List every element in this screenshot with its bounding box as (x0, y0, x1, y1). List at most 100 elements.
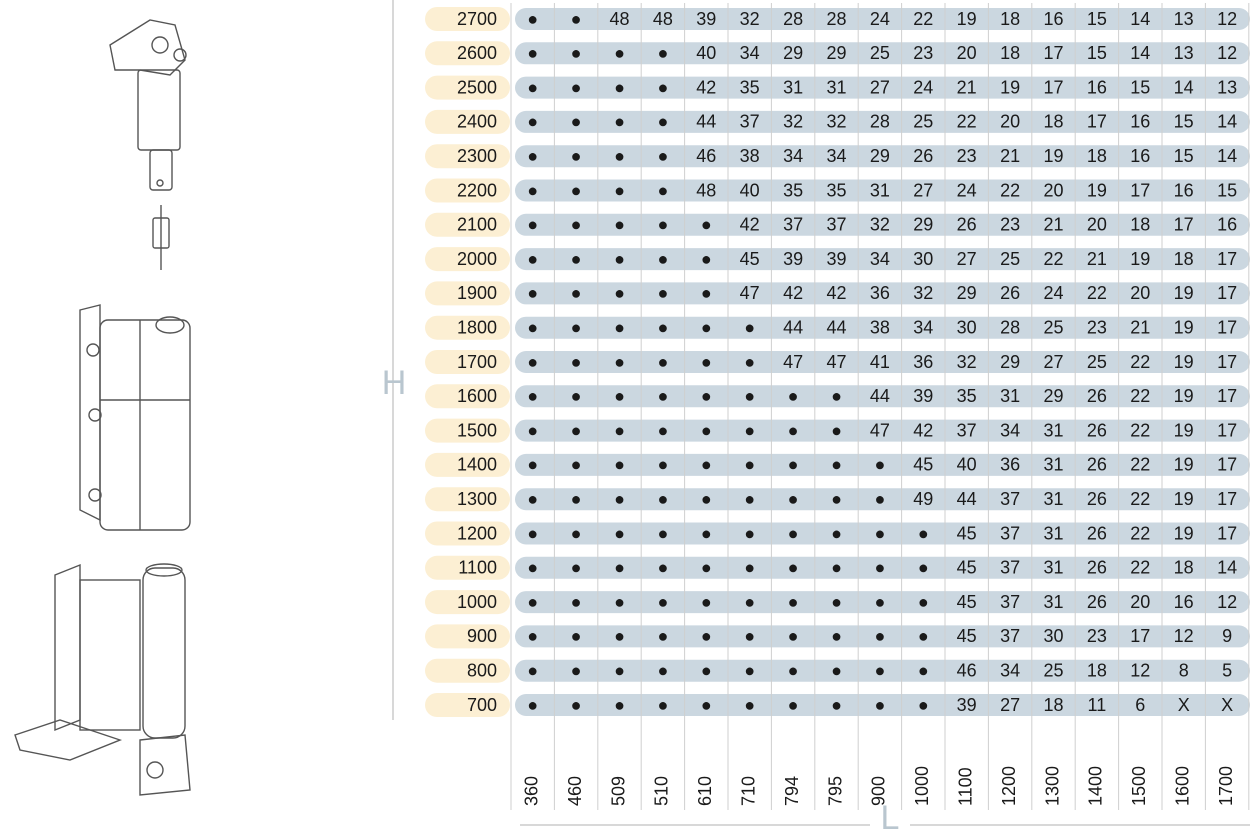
cell: 17 (1217, 455, 1237, 475)
cell: ● (527, 420, 538, 440)
cell: ● (657, 317, 668, 337)
cell: 23 (957, 146, 977, 166)
cell: 19 (1130, 249, 1150, 269)
row-label-pill (425, 487, 510, 512)
cell: 17 (1217, 249, 1237, 269)
cell: ● (614, 420, 625, 440)
cell: ● (614, 283, 625, 303)
cell: ● (527, 352, 538, 372)
cell: ● (657, 215, 668, 235)
column-label: 1300 (1042, 766, 1062, 806)
cell: ● (614, 455, 625, 475)
cell: ● (918, 523, 929, 543)
row-label: 1700 (457, 352, 497, 372)
cell: ● (831, 489, 842, 509)
cell: 30 (913, 249, 933, 269)
cell: 13 (1217, 77, 1237, 97)
cell: ● (744, 695, 755, 715)
cell: 15 (1217, 180, 1237, 200)
cell: 16 (1087, 77, 1107, 97)
cell: 24 (870, 9, 890, 29)
cell: 48 (653, 9, 673, 29)
cell: 44 (870, 386, 890, 406)
cell: ● (614, 249, 625, 269)
cell: 24 (957, 180, 977, 200)
cell: 23 (1087, 317, 1107, 337)
row-label-pill (425, 247, 510, 272)
cell: 17 (1217, 352, 1237, 372)
cell: 37 (826, 215, 846, 235)
column-label: 1400 (1086, 766, 1106, 806)
cell: 24 (913, 77, 933, 97)
cell: 37 (740, 112, 760, 132)
row-label-pill (425, 624, 510, 649)
cell: ● (788, 592, 799, 612)
column-label: 710 (738, 776, 758, 806)
cell: 31 (1043, 420, 1063, 440)
cell: ● (788, 626, 799, 646)
row-band (515, 248, 1250, 271)
row-band (515, 42, 1250, 65)
cell: 25 (1087, 352, 1107, 372)
cell: 36 (913, 352, 933, 372)
cell: 35 (740, 77, 760, 97)
cell: 45 (957, 558, 977, 578)
cell: ● (788, 558, 799, 578)
cell: ● (657, 420, 668, 440)
cell: 24 (1043, 283, 1063, 303)
cell: 41 (870, 352, 890, 372)
cell: ● (614, 558, 625, 578)
cell: 34 (870, 249, 890, 269)
cell: 39 (913, 386, 933, 406)
cell: 22 (913, 9, 933, 29)
cell: ● (571, 9, 582, 29)
l-label: L (881, 799, 900, 837)
row-label: 1900 (457, 283, 497, 303)
cell: ● (874, 558, 885, 578)
cell: 39 (957, 695, 977, 715)
row-label: 900 (467, 626, 497, 646)
cell: 39 (696, 9, 716, 29)
column-label: 360 (521, 776, 541, 806)
row-label-pill (425, 212, 510, 237)
cell: ● (744, 489, 755, 509)
cell: 31 (1043, 523, 1063, 543)
cell: 15 (1087, 9, 1107, 29)
cell: 30 (1043, 626, 1063, 646)
cell: 47 (870, 420, 890, 440)
cell: ● (657, 180, 668, 200)
cell: ● (614, 352, 625, 372)
cell: 22 (1130, 489, 1150, 509)
cell: 27 (913, 180, 933, 200)
cell: 16 (1130, 146, 1150, 166)
cell: X (1221, 695, 1233, 715)
cell: ● (571, 215, 582, 235)
cell: 17 (1217, 283, 1237, 303)
cell: 16 (1130, 112, 1150, 132)
cell: ● (701, 523, 712, 543)
cell: ● (701, 489, 712, 509)
cell: 28 (826, 9, 846, 29)
row-label: 1400 (457, 455, 497, 475)
cell: 39 (783, 249, 803, 269)
cell: 32 (870, 215, 890, 235)
column-label: 460 (565, 776, 585, 806)
cell: ● (527, 695, 538, 715)
cell: 39 (826, 249, 846, 269)
cell: ● (614, 660, 625, 680)
cell: 17 (1217, 489, 1237, 509)
cell: 5 (1222, 660, 1232, 680)
cell: ● (657, 626, 668, 646)
cell: ● (788, 660, 799, 680)
cell: 22 (1130, 352, 1150, 372)
cell: 12 (1174, 626, 1194, 646)
row-band (515, 625, 1250, 648)
cell: ● (571, 523, 582, 543)
cell: 18 (1087, 660, 1107, 680)
cell: 26 (1087, 592, 1107, 612)
cell: ● (701, 283, 712, 303)
row-band (515, 351, 1250, 373)
cell: ● (571, 592, 582, 612)
cell: 25 (1043, 660, 1063, 680)
